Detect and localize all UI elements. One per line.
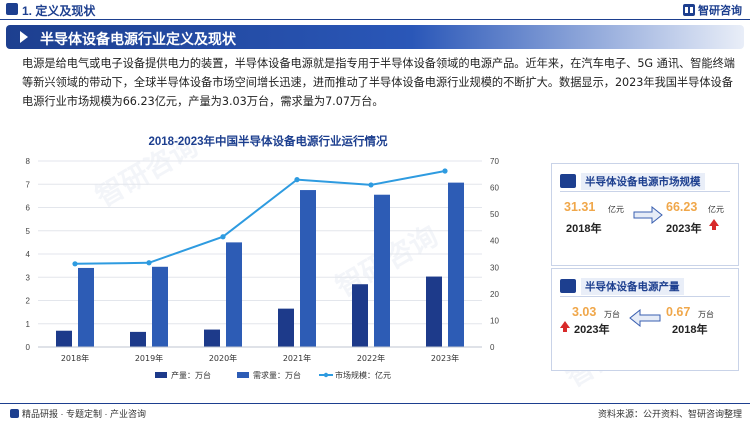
bar-demand — [226, 242, 242, 347]
y-right-tick-label: 10 — [490, 316, 499, 325]
output-latest-value: 3.03 — [572, 305, 597, 319]
arrow-right-icon — [633, 206, 663, 224]
output-card-header: 半导体设备电源产量 — [560, 277, 684, 295]
chart: 0 1 2 3 4 5 6 7 8 0 10 20 30 40 50 60 70 2018年 2019年 2020年 2… — [26, 157, 500, 380]
legend-label: 需求量：万台 — [253, 370, 301, 380]
top-bar: 1. 定义及现状 智研咨询 — [0, 0, 750, 20]
market-size-point — [442, 168, 448, 174]
bar-output — [278, 308, 294, 347]
x-tick-label: 2020年 — [209, 353, 237, 363]
output-latest-year: 2023年 — [574, 324, 610, 336]
output-base-year: 2018年 — [672, 324, 708, 336]
market-size-point — [220, 234, 226, 240]
footer: 精品研报 · 专题定制 · 产业咨询 资料来源：公开资料、智研咨询整理 — [0, 403, 750, 421]
up-arrow-stem — [563, 328, 567, 332]
intro-paragraph: 电源是给电气或电子设备提供电力的装置，半导体设备电源就是指专用于半导体设备领域的… — [22, 57, 735, 108]
bar-demand — [78, 267, 94, 347]
market-size-point — [72, 261, 78, 267]
y-right-tick-label: 60 — [490, 184, 499, 193]
chart-title: 2018-2023年中国半导体设备电源行业运行情况 — [148, 136, 388, 148]
market-size-point — [368, 182, 374, 188]
output-base-value: 0.67 — [666, 305, 691, 319]
market-start-unit: 亿元 — [608, 205, 624, 214]
bar-demand — [374, 194, 390, 347]
output-latest-unit: 万台 — [604, 310, 620, 319]
up-arrow-icon — [560, 321, 570, 328]
y-left-tick-label: 5 — [26, 227, 31, 236]
y-right-tick-label: 70 — [490, 157, 499, 166]
y-left-tick-label: 6 — [26, 204, 31, 213]
legend-swatch — [237, 372, 249, 378]
y-right-tick-label: 20 — [490, 290, 499, 299]
data-source: 资料来源：公开资料、智研咨询整理 — [597, 409, 742, 419]
market-end-value: 66.23 — [666, 200, 698, 214]
divider — [560, 191, 730, 192]
bar-output — [56, 330, 72, 347]
title-banner: 半导体设备电源行业定义及现状 — [6, 25, 744, 49]
output-base-unit: 万台 — [698, 310, 714, 319]
bar-output — [130, 331, 146, 347]
x-tick-label: 2019年 — [135, 353, 163, 363]
divider — [560, 296, 730, 297]
x-tick-label: 2018年 — [61, 353, 89, 363]
bar-chart-icon — [560, 279, 576, 293]
brand-name: 智研咨询 — [698, 5, 742, 17]
section-badge-icon — [6, 3, 18, 15]
section-title: 1. 定义及现状 — [22, 4, 96, 18]
y-left-tick-label: 2 — [26, 297, 31, 306]
legend-swatch — [155, 372, 167, 378]
y-left-tick-label: 8 — [26, 157, 31, 166]
y-right-tick-label: 0 — [490, 343, 495, 352]
market-card-header: 半导体设备电源市场规模 — [560, 172, 705, 190]
x-tick-label: 2023年 — [431, 353, 459, 363]
y-left-tick-label: 0 — [26, 343, 31, 352]
output-card: 半导体设备电源产量 3.03 万台 2023年 0.67 万台 2018年 — [551, 268, 739, 371]
y-right-tick-label: 50 — [490, 210, 499, 219]
bar-output — [204, 329, 220, 347]
brand-icon — [683, 4, 695, 16]
market-size-point — [146, 260, 152, 266]
y-left-tick-label: 3 — [26, 273, 31, 282]
market-size-card: 半导体设备电源市场规模 31.31 亿元 2018年 66.23 亿元 2023… — [551, 163, 739, 266]
up-arrow-stem — [712, 226, 716, 230]
bar-demand — [448, 182, 464, 347]
market-card-title: 半导体设备电源市场规模 — [581, 172, 705, 190]
y-left-tick-label: 7 — [26, 180, 31, 189]
market-size-point — [294, 177, 300, 183]
page-title: 半导体设备电源行业定义及现状 — [40, 31, 236, 47]
y-left-tick-label: 1 — [26, 320, 31, 329]
bar-demand — [300, 190, 316, 347]
legend-label: 市场规模：亿元 — [335, 370, 391, 380]
market-end-unit: 亿元 — [708, 205, 724, 214]
market-end-year: 2023年 — [666, 223, 702, 235]
brand-mark-icon — [10, 409, 19, 418]
output-card-title: 半导体设备电源产量 — [581, 277, 684, 295]
play-arrow-icon — [20, 31, 28, 43]
brand-logo: 智研咨询 — [683, 2, 742, 18]
y-left-tick-label: 4 — [26, 250, 31, 259]
y-right-tick-label: 30 — [490, 263, 499, 272]
legend-label: 产量：万台 — [171, 370, 211, 380]
bar-output — [352, 284, 368, 347]
footer-slogan: 精品研报 · 专题定制 · 产业咨询 — [10, 407, 146, 420]
up-arrow-icon — [709, 219, 719, 226]
legend-marker — [323, 372, 329, 378]
market-start-value: 31.31 — [564, 200, 596, 214]
chart-icon — [560, 174, 576, 188]
y-right-tick-label: 40 — [490, 237, 499, 246]
bar-demand — [152, 266, 168, 347]
footer-slogan-text: 精品研报 · 专题定制 · 产业咨询 — [22, 409, 146, 419]
market-size-line — [74, 170, 446, 265]
arrow-left-icon — [629, 309, 661, 327]
bar-output — [426, 276, 442, 347]
x-tick-label: 2021年 — [283, 353, 311, 363]
market-start-year: 2018年 — [566, 223, 602, 235]
x-tick-label: 2022年 — [357, 353, 385, 363]
